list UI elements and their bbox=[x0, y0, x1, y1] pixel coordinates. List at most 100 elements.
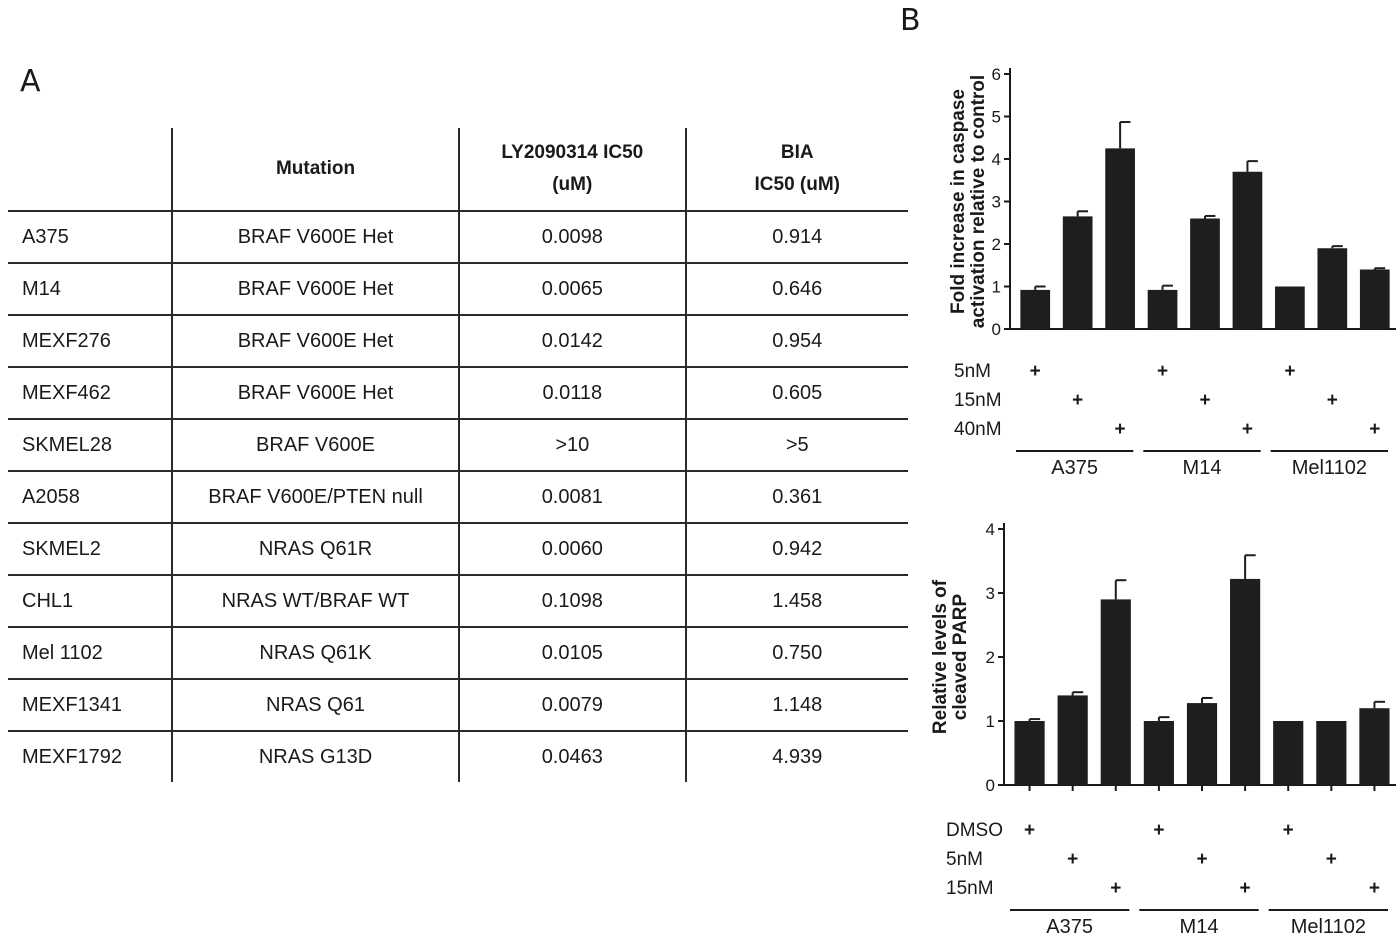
bar bbox=[1317, 248, 1348, 329]
plus-marker: + bbox=[1110, 878, 1121, 899]
y-tick-label: 0 bbox=[992, 320, 1001, 339]
condition-label: 5nM bbox=[946, 849, 983, 870]
parp-bar-chart: Relative levels ofcleaved PARP 0 1 2 3 4 DMSO +… bbox=[930, 520, 1396, 938]
bia-ic50-cell: 4.939 bbox=[684, 732, 908, 782]
table-row: MEXF276 BRAF V600E Het 0.0142 0.954 bbox=[8, 316, 908, 368]
mutation-cell: BRAF V600E bbox=[170, 420, 458, 470]
y-axis-label-line: Fold increase in caspase bbox=[948, 89, 969, 314]
bar bbox=[1230, 578, 1261, 785]
y-tick-label: 5 bbox=[992, 108, 1001, 127]
bar bbox=[1105, 148, 1135, 329]
header-mutation: Mutation bbox=[170, 128, 458, 210]
plus-marker: + bbox=[1024, 820, 1035, 841]
bar bbox=[1014, 721, 1045, 785]
bar bbox=[1190, 218, 1220, 329]
mutation-cell: NRAS G13D bbox=[170, 732, 458, 782]
ly2090314-ic50-cell: 0.1098 bbox=[458, 576, 684, 626]
y-tick-label: 4 bbox=[992, 150, 1001, 169]
y-tick-label: 4 bbox=[986, 520, 995, 539]
y-tick-label: 6 bbox=[992, 65, 1001, 84]
bar bbox=[1143, 721, 1174, 785]
header-ly2090314-ic50: LY2090314 IC50 (uM) bbox=[458, 128, 684, 210]
bia-ic50-cell: >5 bbox=[684, 420, 908, 470]
plus-marker: + bbox=[1240, 878, 1251, 899]
y-tick-label: 1 bbox=[992, 278, 1001, 297]
mutation-cell: NRAS Q61R bbox=[170, 524, 458, 574]
y-axis-label-line: cleaved PARP bbox=[950, 593, 971, 720]
bia-ic50-cell: 0.605 bbox=[684, 368, 908, 418]
ly2090314-ic50-cell: 0.0142 bbox=[458, 316, 684, 366]
plus-marker: + bbox=[1153, 820, 1164, 841]
header-cell-line bbox=[8, 128, 171, 210]
y-axis-label-line: Relative levels of bbox=[930, 579, 951, 734]
table-row: MEXF1792 NRAS G13D 0.0463 4.939 bbox=[8, 732, 908, 782]
table-row: MEXF1341 NRAS Q61 0.0079 1.148 bbox=[8, 680, 908, 732]
cell-line: SKMEL2 bbox=[22, 537, 101, 560]
plus-marker: + bbox=[1199, 390, 1210, 411]
ly2090314-ic50-cell: 0.0060 bbox=[458, 524, 684, 574]
mutation-cell: BRAF V600E/PTEN null bbox=[170, 472, 458, 522]
cell-line: CHL1 bbox=[22, 589, 74, 612]
y-axis-label-line: activation relative to control bbox=[968, 75, 989, 328]
cell-line: Mel 1102 bbox=[22, 641, 103, 664]
y-tick-label: 2 bbox=[992, 235, 1001, 254]
bia-ic50-cell: 0.361 bbox=[684, 472, 908, 522]
cell-line: MEXF1792 bbox=[22, 745, 123, 768]
plus-marker: + bbox=[1072, 390, 1083, 411]
table-row: Mel 1102 NRAS Q61K 0.0105 0.750 bbox=[8, 628, 908, 680]
ly2090314-ic50-cell: >10 bbox=[458, 420, 684, 470]
table-row: MEXF462 BRAF V600E Het 0.0118 0.605 bbox=[8, 368, 908, 420]
bar bbox=[1100, 599, 1131, 785]
ly2090314-ic50-cell: 0.0118 bbox=[458, 368, 684, 418]
group-label: M14 bbox=[1180, 916, 1219, 938]
caspase-bar-chart: Fold increase in caspaseactivation relat… bbox=[948, 65, 1396, 479]
ic50-table: Mutation LY2090314 IC50 (uM) BIA IC50 (u… bbox=[8, 128, 908, 782]
panel-label-b: B bbox=[900, 3, 921, 38]
cell-line: A2058 bbox=[22, 485, 80, 508]
ly2090314-ic50-cell: 0.0065 bbox=[458, 264, 684, 314]
mutation-cell: NRAS WT/BRAF WT bbox=[170, 576, 458, 626]
mutation-cell: BRAF V600E Het bbox=[170, 316, 458, 366]
plus-marker: + bbox=[1327, 390, 1338, 411]
ly2090314-ic50-cell: 0.0105 bbox=[458, 628, 684, 678]
plus-marker: + bbox=[1196, 849, 1207, 870]
y-axis-label: Fold increase in caspaseactivation relat… bbox=[948, 75, 989, 328]
condition-label: DMSO bbox=[946, 820, 1003, 841]
y-axis-label: Relative levels ofcleaved PARP bbox=[930, 579, 971, 734]
bar bbox=[1273, 721, 1304, 785]
plus-marker: + bbox=[1326, 849, 1337, 870]
plus-marker: + bbox=[1369, 878, 1380, 899]
condition-label: 15nM bbox=[954, 390, 1002, 411]
bar bbox=[1359, 708, 1390, 785]
plus-marker: + bbox=[1242, 419, 1253, 440]
group-label: Mel1102 bbox=[1292, 457, 1367, 479]
bia-ic50-cell: 0.914 bbox=[684, 212, 908, 262]
cell-line: SKMEL28 bbox=[22, 433, 113, 456]
plus-marker: + bbox=[1157, 361, 1168, 382]
plus-marker: + bbox=[1030, 361, 1041, 382]
y-tick-label: 2 bbox=[986, 648, 995, 667]
bia-ic50-cell: 0.954 bbox=[684, 316, 908, 366]
y-tick-label: 0 bbox=[986, 776, 995, 795]
plus-marker: + bbox=[1067, 849, 1078, 870]
panel-label-a: A bbox=[20, 64, 41, 99]
bar bbox=[1232, 171, 1263, 329]
plus-marker: + bbox=[1283, 820, 1294, 841]
bar bbox=[1062, 216, 1093, 329]
table-row: A375 BRAF V600E Het 0.0098 0.914 bbox=[8, 212, 908, 264]
mutation-cell: NRAS Q61K bbox=[170, 628, 458, 678]
y-tick-label: 1 bbox=[986, 712, 995, 731]
ly2090314-ic50-cell: 0.0098 bbox=[458, 212, 684, 262]
condition-label: 40nM bbox=[954, 419, 1002, 440]
header-bia-ic50: BIA IC50 (uM) bbox=[684, 128, 908, 210]
bar bbox=[1275, 286, 1305, 329]
group-label: Mel1102 bbox=[1291, 916, 1366, 938]
bar bbox=[1316, 721, 1347, 785]
table-row: SKMEL28 BRAF V600E >10 >5 bbox=[8, 420, 908, 472]
ly2090314-ic50-cell: 0.0079 bbox=[458, 680, 684, 730]
condition-label: 5nM bbox=[954, 361, 991, 382]
mutation-cell: BRAF V600E Het bbox=[170, 212, 458, 262]
cell-line: MEXF1341 bbox=[22, 693, 123, 716]
plus-marker: + bbox=[1369, 419, 1380, 440]
bia-ic50-cell: 0.750 bbox=[684, 628, 908, 678]
